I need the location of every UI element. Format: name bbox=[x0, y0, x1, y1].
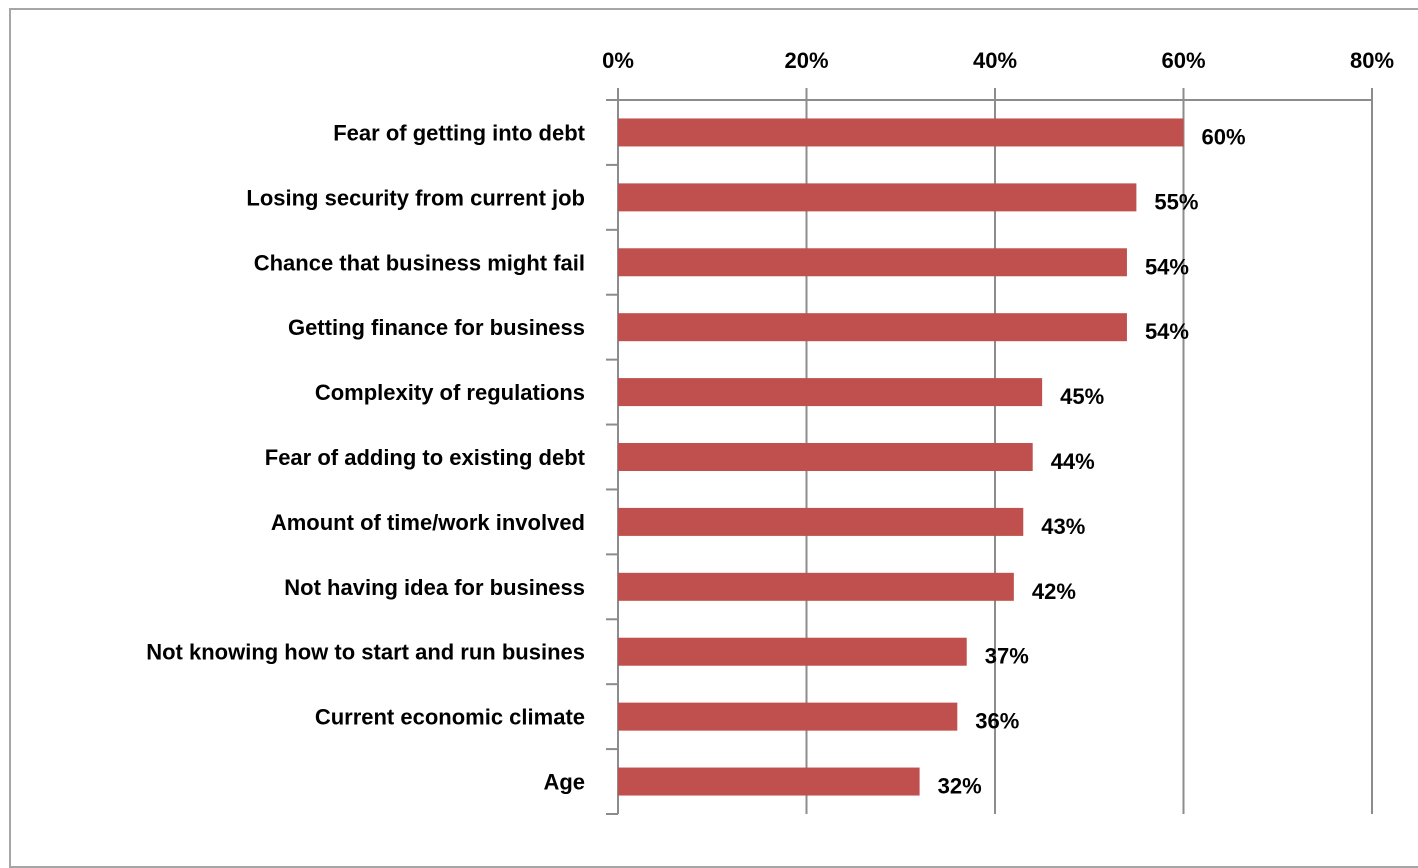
bar bbox=[618, 572, 1014, 601]
x-tick-label-60: 60% bbox=[1161, 48, 1205, 73]
data-label: 60% bbox=[1202, 124, 1246, 149]
bar bbox=[618, 637, 967, 666]
category-label: Current economic climate bbox=[315, 705, 585, 730]
x-tick-label-20: 20% bbox=[784, 48, 828, 73]
category-label: Not knowing how to start and run busines bbox=[146, 640, 585, 665]
data-label: 44% bbox=[1051, 449, 1095, 474]
bar bbox=[618, 183, 1137, 212]
data-label: 37% bbox=[985, 644, 1029, 669]
data-label: 43% bbox=[1041, 514, 1085, 539]
x-tick-label-0: 0% bbox=[602, 48, 634, 73]
x-tick-label-80: 80% bbox=[1350, 48, 1394, 73]
bar-chart: 0% 20% 40% 60% 80% Fear of getting into debt 6… bbox=[146, 48, 1394, 815]
category-label: Complexity of regulations bbox=[315, 380, 585, 405]
data-label: 45% bbox=[1060, 384, 1104, 409]
data-label: 55% bbox=[1154, 189, 1198, 214]
bar bbox=[618, 443, 1033, 471]
bar bbox=[618, 702, 958, 731]
category-label: Fear of getting into debt bbox=[333, 120, 585, 145]
category-label: Chance that business might fail bbox=[254, 250, 585, 275]
data-label: 42% bbox=[1032, 579, 1076, 604]
category-label: Not having idea for business bbox=[284, 575, 585, 600]
bar bbox=[618, 313, 1127, 342]
category-label: Fear of adding to existing debt bbox=[265, 445, 586, 470]
category-label: Age bbox=[543, 770, 585, 795]
bar bbox=[618, 767, 920, 796]
data-label: 54% bbox=[1145, 319, 1189, 344]
category-label: Getting finance for business bbox=[288, 315, 585, 340]
data-label: 36% bbox=[975, 709, 1019, 734]
bar bbox=[618, 378, 1043, 407]
category-label: Amount of time/work involved bbox=[271, 510, 585, 535]
bar bbox=[618, 118, 1184, 147]
data-label: 54% bbox=[1145, 254, 1189, 279]
bar bbox=[618, 248, 1127, 277]
bar bbox=[618, 507, 1024, 536]
data-label: 32% bbox=[938, 774, 982, 799]
x-tick-label-40: 40% bbox=[973, 48, 1017, 73]
category-label: Losing security from current job bbox=[246, 185, 585, 210]
